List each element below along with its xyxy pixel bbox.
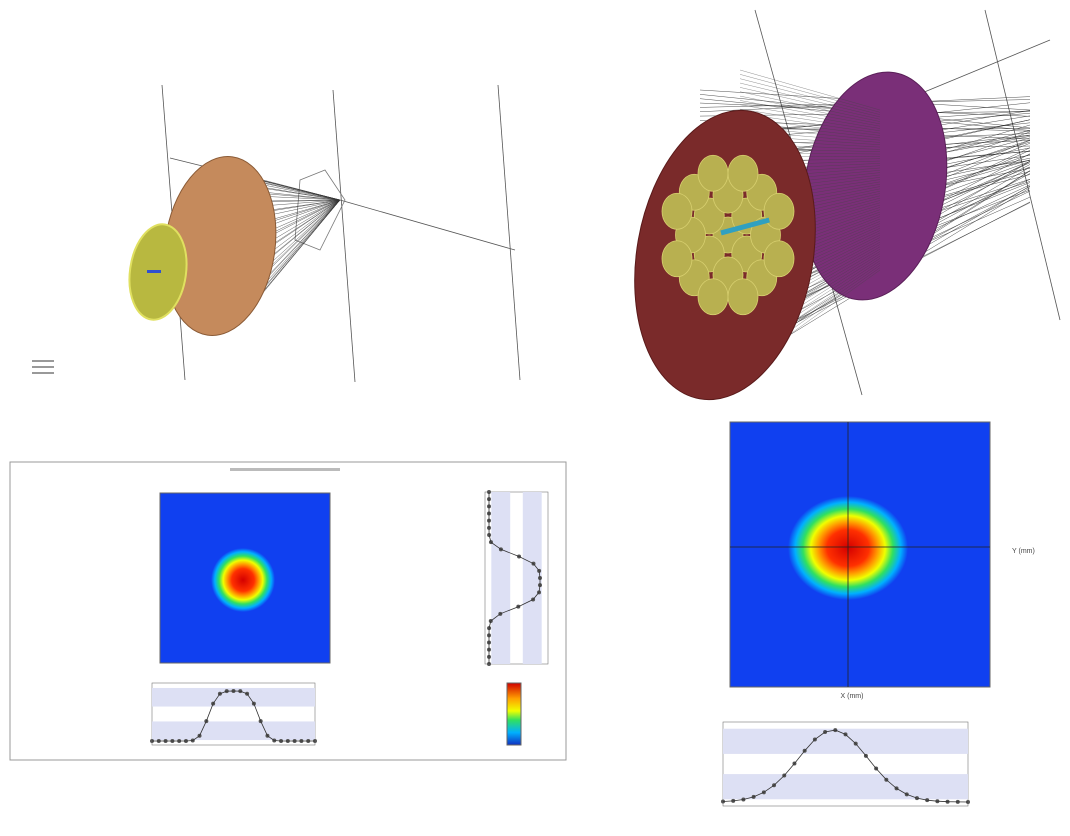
- profile-band: [491, 492, 511, 664]
- led-cluster: [661, 154, 795, 316]
- ray: [265, 199, 341, 213]
- color-bar: [506, 682, 522, 746]
- y-axis-label: Y (mm): [1012, 548, 1035, 555]
- ray: [269, 199, 341, 235]
- system-view-right-optics: [634, 69, 948, 401]
- led: [697, 278, 729, 316]
- x-profile: [150, 682, 317, 746]
- profile-point: [721, 799, 725, 804]
- beam-spot: [211, 548, 275, 612]
- irradiance-detail: X (mm) Y (mm): [721, 421, 1035, 807]
- source-marker: [147, 270, 161, 273]
- led: [697, 154, 729, 192]
- collector-disk: [802, 71, 948, 301]
- led: [661, 192, 693, 230]
- source-disk: [634, 109, 816, 401]
- ray: [739, 69, 881, 111]
- ray: [267, 199, 341, 270]
- legend-line: [32, 372, 54, 374]
- legend-line: [32, 366, 54, 368]
- ray: [261, 199, 341, 203]
- axis-line: [332, 89, 356, 383]
- axis-line: [904, 39, 1051, 101]
- report-title: [230, 468, 340, 471]
- ray: [739, 100, 881, 127]
- ray: [739, 78, 881, 115]
- ray: [739, 108, 881, 132]
- ray: [739, 95, 881, 125]
- x-profile: [721, 721, 970, 807]
- irradiance-report: [9, 461, 567, 761]
- system-view-left-optics: [32, 156, 277, 374]
- led: [727, 278, 759, 316]
- source-marker: [720, 217, 770, 236]
- lens-outline: [294, 169, 346, 251]
- ray: [739, 87, 881, 120]
- ray: [267, 199, 341, 224]
- profile-band: [723, 774, 968, 800]
- axis-line: [339, 199, 516, 251]
- led: [763, 240, 795, 278]
- ray: [739, 104, 881, 129]
- ray: [739, 74, 881, 113]
- ray: [739, 91, 881, 122]
- system-view-left: [161, 84, 521, 383]
- profile-band: [152, 721, 315, 741]
- ray: [256, 192, 341, 201]
- legend-line: [32, 360, 54, 362]
- profile-band: [152, 687, 315, 707]
- led: [727, 154, 759, 192]
- profile-curve: [488, 492, 541, 664]
- profile-band: [522, 492, 542, 664]
- y-profile: [484, 490, 549, 666]
- profile-curve: [722, 729, 969, 803]
- x-axis-label: X (mm): [841, 693, 864, 700]
- led: [763, 192, 795, 230]
- axis-line: [497, 84, 521, 381]
- profile-curve: [152, 690, 315, 742]
- ray: [739, 82, 881, 118]
- led: [661, 240, 693, 278]
